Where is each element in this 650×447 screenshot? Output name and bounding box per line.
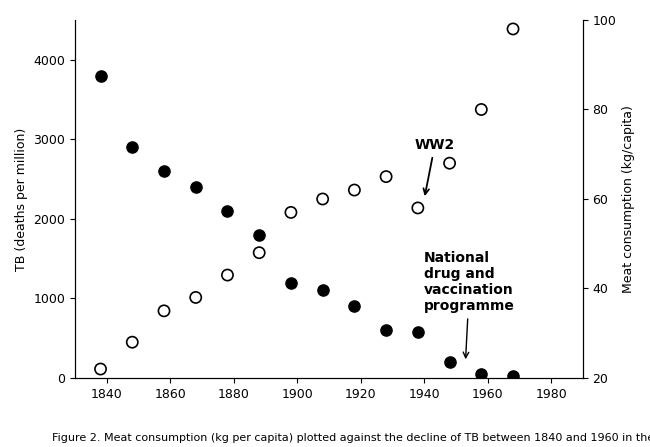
Point bbox=[317, 195, 328, 202]
Point bbox=[476, 106, 486, 113]
Point bbox=[222, 271, 233, 278]
Text: Figure 2. Meat consumption (kg per capita) plotted against the decline of TB bet: Figure 2. Meat consumption (kg per capit… bbox=[52, 433, 650, 443]
Text: WW2: WW2 bbox=[415, 138, 455, 194]
Point bbox=[349, 186, 359, 194]
Point bbox=[222, 207, 233, 215]
Point bbox=[159, 307, 169, 314]
Point bbox=[127, 143, 137, 151]
Point bbox=[445, 160, 455, 167]
Point bbox=[381, 173, 391, 180]
Point bbox=[508, 372, 518, 379]
Point bbox=[317, 287, 328, 294]
Point bbox=[381, 327, 391, 334]
Point bbox=[445, 358, 455, 366]
Point bbox=[413, 328, 423, 335]
Point bbox=[190, 294, 201, 301]
Point bbox=[127, 339, 137, 346]
Point bbox=[413, 204, 423, 211]
Point bbox=[159, 168, 169, 175]
Y-axis label: TB (deaths per million): TB (deaths per million) bbox=[15, 127, 28, 270]
Point bbox=[349, 303, 359, 310]
Y-axis label: Meat consumption (kg/capita): Meat consumption (kg/capita) bbox=[622, 105, 635, 293]
Point bbox=[476, 371, 486, 378]
Point bbox=[96, 366, 106, 373]
Point bbox=[508, 25, 518, 33]
Point bbox=[254, 231, 265, 238]
Point bbox=[190, 183, 201, 190]
Text: National
drug and
vaccination
programme: National drug and vaccination programme bbox=[424, 251, 515, 358]
Point bbox=[96, 72, 106, 79]
Point bbox=[286, 209, 296, 216]
Point bbox=[286, 279, 296, 286]
Point bbox=[254, 249, 265, 256]
